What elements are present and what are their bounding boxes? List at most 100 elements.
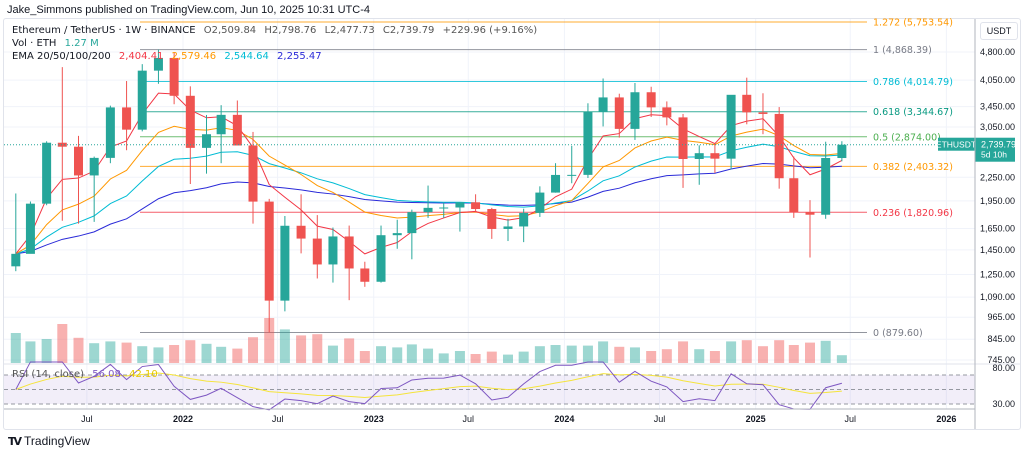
volume-bar — [406, 344, 417, 363]
symbol-tag — [938, 137, 975, 151]
candle-body — [726, 94, 736, 159]
time-tick-label: 2026 — [936, 414, 956, 424]
ohlc-open: O2,509.84 — [203, 25, 257, 36]
candle-body — [137, 70, 147, 130]
price-tick-label: 1,250.00 — [980, 269, 1015, 279]
time-tick-label: Jul — [654, 414, 666, 424]
ohlc-low: L2,477.73 — [324, 25, 375, 36]
candle-body — [519, 212, 529, 227]
candle-body — [360, 268, 370, 282]
volume-bar — [709, 351, 720, 363]
volume-bar — [774, 340, 785, 363]
tradingview-logo[interactable]: TV TradingView — [8, 434, 90, 448]
fib-level-label: 0 (879.60) — [873, 328, 923, 339]
candle-body — [264, 201, 274, 301]
rsi-ma-line — [15, 372, 842, 398]
price-tick-label: 4,050.00 — [980, 75, 1015, 85]
candle-body — [583, 111, 593, 175]
candle-body — [630, 92, 640, 129]
candle-body — [471, 202, 481, 210]
price-tick-label: 745.00 — [987, 355, 1015, 365]
tradingview-logo-text: TradingView — [24, 434, 91, 448]
volume-bar — [788, 345, 799, 363]
tradingview-logo-icon: TV — [8, 434, 22, 448]
volume-bar — [582, 345, 593, 363]
candle-body — [216, 114, 226, 135]
ema-label[interactable]: EMA 20/50/100/200 — [12, 51, 111, 62]
volume-bar — [678, 341, 689, 363]
volume-bar — [169, 345, 180, 363]
fib-level-label: 0.5 (2,874.00) — [873, 132, 941, 143]
candle-body — [344, 236, 354, 269]
ema100-line — [15, 143, 842, 255]
candle-body — [742, 94, 752, 113]
volume-bar — [264, 318, 275, 363]
volume-bar — [550, 345, 561, 363]
candle-body — [74, 146, 83, 176]
volume-bar — [25, 341, 36, 363]
countdown-text: 5d 10h — [981, 150, 1007, 160]
volume-bar — [661, 349, 672, 363]
candle-body — [503, 226, 513, 229]
last-price-tag — [975, 137, 1015, 162]
candle-body — [392, 233, 402, 236]
volume-bar — [327, 345, 338, 363]
volume-bar — [216, 346, 227, 363]
volume-bar — [121, 342, 132, 363]
volume-bar — [614, 346, 625, 363]
price-tick-label: 1,090.00 — [980, 292, 1015, 302]
volume-bar — [438, 353, 449, 363]
candle-body — [662, 107, 672, 118]
ema-legend: EMA 20/50/100/200 2,404.41 2,579.46 2,54… — [12, 51, 327, 62]
ema100-value: 2,544.64 — [224, 51, 269, 62]
volume-bar — [502, 354, 513, 363]
candle-body — [758, 112, 768, 114]
volume-bar — [57, 324, 68, 363]
volume-bar — [805, 342, 815, 363]
candle-body — [122, 107, 132, 130]
volume-bar — [10, 333, 21, 363]
ema200-value: 2,255.47 — [277, 51, 322, 62]
ohlc-close: C2,739.79 — [382, 25, 435, 36]
price-tick-label: 4,800.00 — [980, 47, 1015, 57]
volume-bar — [232, 348, 243, 363]
volume-bar — [454, 351, 465, 363]
publisher-caption: Jake_Simmons published on TradingView.co… — [7, 4, 371, 16]
price-tick-label: 2,250.00 — [980, 172, 1015, 182]
fib-level-label: 0.618 (3,344.67) — [873, 107, 953, 118]
candle-body — [423, 207, 433, 213]
time-tick-label: Jul — [844, 414, 856, 424]
candle-body — [821, 158, 831, 215]
candle-body — [678, 117, 688, 159]
volume-bar — [741, 340, 752, 363]
volume-bar — [629, 347, 640, 363]
candle-body — [439, 207, 449, 209]
symbol-title[interactable]: Ethereum / TetherUS · 1W · BINANCE — [12, 25, 196, 36]
price-tick-label: 3,450.00 — [980, 102, 1015, 112]
volume-bar — [820, 340, 831, 363]
candle-body — [202, 134, 212, 148]
fib-level-label: 0.382 (2,403.32) — [873, 162, 953, 173]
candle-body — [805, 212, 815, 215]
price-tick-label: 1,650.00 — [980, 224, 1015, 234]
price-tick-label: 845.00 — [987, 334, 1015, 344]
price-tick-label: 1,950.00 — [980, 196, 1015, 206]
volume-bar — [312, 334, 323, 363]
currency-button[interactable]: USDT — [980, 22, 1018, 40]
fib-level-label: 0.236 (1,820.96) — [873, 208, 953, 219]
volume-bar — [694, 349, 705, 363]
time-tick-label: 2022 — [173, 414, 193, 424]
volume-bar — [105, 341, 116, 363]
candle-body — [105, 107, 115, 158]
rsi-label[interactable]: RSI (14, close) — [12, 369, 85, 380]
fib-level-label: 1 (4,868.39) — [873, 45, 932, 56]
rsi-legend: RSI (14, close) 56.08 42.10 — [12, 369, 163, 380]
volume-bar — [185, 340, 196, 363]
volume-bar — [73, 337, 84, 363]
candle-body — [312, 238, 322, 265]
candle-body — [551, 174, 561, 193]
candle-body — [407, 212, 417, 234]
candle-body — [535, 192, 545, 213]
volume-label[interactable]: Vol · ETH — [12, 38, 57, 49]
